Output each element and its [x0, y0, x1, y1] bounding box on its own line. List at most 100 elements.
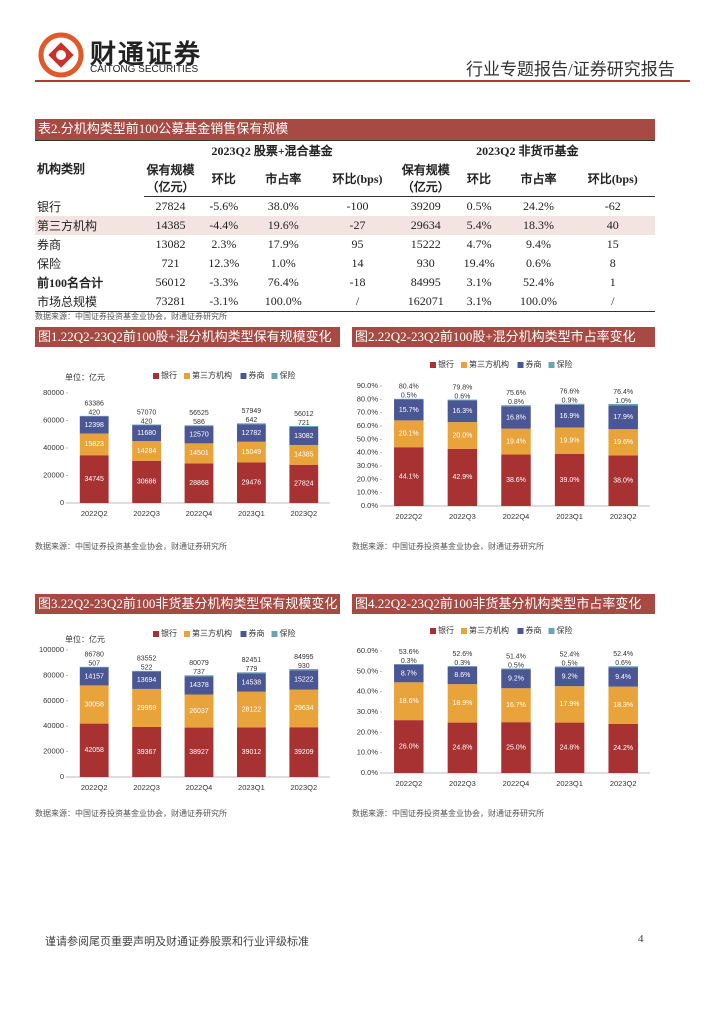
y-tick-label: 0.0%: [361, 501, 378, 510]
value-label: 26037: [189, 708, 209, 715]
y-tick-label: 40000: [43, 721, 64, 730]
y-tick-label: 60000: [43, 696, 64, 705]
value-label: 420: [141, 418, 153, 425]
value-label: 19.9%: [560, 438, 580, 445]
table-cell: 100.0%: [251, 292, 316, 312]
column-header: 环比: [451, 160, 507, 197]
logo-icon: [38, 32, 84, 78]
total-label: 52.6%: [452, 651, 472, 658]
x-tick-label: 2022Q3: [133, 509, 160, 518]
bar-segment: [447, 666, 478, 685]
value-label: 737: [193, 669, 205, 676]
x-tick-label: 2022Q2: [81, 509, 108, 518]
y-tick-label: 20.0%: [357, 474, 379, 483]
table-row: 保险 721 12.3% 1.0% 14 930 19.4% 0.6% 8: [35, 254, 655, 273]
chart: 单位：亿元 0 20000 40000 60000 80000 银行 第三方机构 券商 保险 202…: [43, 370, 330, 518]
value-label: 38927: [189, 749, 209, 756]
table-cell: 40: [606, 218, 619, 232]
figure-source: 数据来源：中国证券投资基金业协会，财通证券研究所: [352, 542, 544, 551]
legend-label: 第三方机构: [469, 625, 509, 635]
y-tick-label: 0: [60, 772, 64, 781]
bar-segment: [79, 723, 109, 777]
value-label: 721: [298, 420, 310, 427]
value-label: 586: [193, 419, 205, 426]
value-label: 8.7%: [401, 670, 417, 677]
bar-segment: [184, 463, 214, 503]
table-cell: 市场总规模: [35, 292, 145, 312]
value-label: 24.8%: [560, 745, 580, 752]
table-cell: -27: [349, 218, 366, 232]
table-cell: 9.4%: [525, 237, 551, 251]
total-label: 57070: [137, 409, 157, 416]
total-label: 52.4%: [560, 651, 580, 658]
table-cell: 162071: [399, 292, 452, 312]
legend-swatch: [271, 373, 278, 379]
value-label: 0.9%: [562, 398, 578, 405]
value-label: 39012: [242, 749, 262, 756]
company-name: 财通证券: [90, 40, 203, 70]
x-tick-label: 2023Q2: [290, 509, 317, 518]
y-tick-label: 60000: [43, 415, 64, 424]
table-cell: 24.2%: [522, 199, 554, 213]
bar-segment: [447, 399, 478, 401]
bar-segment: [554, 427, 585, 454]
value-label: 18.6%: [399, 698, 419, 705]
bar-segment: [79, 416, 109, 434]
table-cell: 2.3%: [211, 237, 237, 251]
bar-segment: [289, 727, 319, 777]
table-row: 市场总规模 73281 -3.1% 100.0%/162071 3.1% 100.0% /: [35, 292, 655, 312]
table-cell: 18.3%: [522, 218, 554, 232]
total-label: 53.6%: [399, 649, 419, 656]
legend-label: 券商: [526, 359, 542, 369]
bar-segment: [447, 400, 478, 423]
legend-label: 券商: [526, 625, 542, 635]
value-label: 0.5%: [562, 660, 578, 667]
group-header: 2023Q2 非货币基金: [399, 140, 655, 160]
legend-swatch: [153, 631, 159, 637]
total-label: 56012: [294, 411, 314, 418]
table-cell: 15222: [410, 237, 441, 251]
bar-segment: [184, 426, 214, 444]
value-label: 0.3%: [401, 658, 417, 665]
table-cell: 721: [161, 256, 180, 270]
value-label: 34745: [84, 476, 104, 483]
table-cell: 13082: [155, 237, 186, 251]
bar-segment: [289, 464, 319, 503]
bar-segment: [501, 406, 531, 429]
value-label: 0.6%: [615, 660, 631, 667]
value-label: 17.9%: [560, 701, 580, 708]
table-cell: 3.1%: [466, 275, 492, 289]
value-label: 0.3%: [454, 660, 470, 667]
table-cell: 930: [416, 256, 435, 270]
value-label: 24.8%: [452, 745, 472, 752]
value-label: 26.0%: [399, 743, 419, 750]
table-cell: 14385: [155, 218, 186, 232]
table-cell: 5.4%: [466, 218, 492, 232]
bar-segment: [554, 404, 585, 428]
x-tick-label: 2022Q2: [395, 512, 422, 521]
value-label: 14157: [84, 673, 104, 680]
value-label: 39209: [294, 749, 314, 756]
x-tick-label: 2023Q1: [238, 783, 265, 792]
table-cell: 100.0%: [506, 292, 571, 312]
bar-segment: [289, 426, 319, 445]
y-tick-label: 50.0%: [357, 434, 379, 443]
table-cell: 1: [609, 275, 616, 289]
bar-segment: [132, 460, 162, 503]
group-header: 2023Q2 股票+混合基金: [144, 140, 400, 160]
table-cell: 8: [609, 256, 616, 270]
y-tick-label: 20000: [43, 470, 64, 479]
bar-segment: [132, 670, 162, 672]
total-label: 75.6%: [506, 390, 526, 397]
bar-segment: [132, 441, 162, 461]
bar-segment: [132, 727, 162, 777]
header-rule: [35, 80, 690, 82]
bar-segment: [184, 676, 214, 695]
value-label: 30686: [137, 479, 157, 486]
y-tick-label: 90.0%: [357, 381, 379, 390]
column-header: 环比(bps): [315, 160, 400, 197]
legend-label: 银行: [438, 359, 454, 369]
legend-swatch: [461, 628, 467, 634]
bar-segment: [608, 405, 638, 430]
figure-title: 图4.22Q2-23Q2前100非货基分机构类型市占率变化: [352, 594, 655, 614]
